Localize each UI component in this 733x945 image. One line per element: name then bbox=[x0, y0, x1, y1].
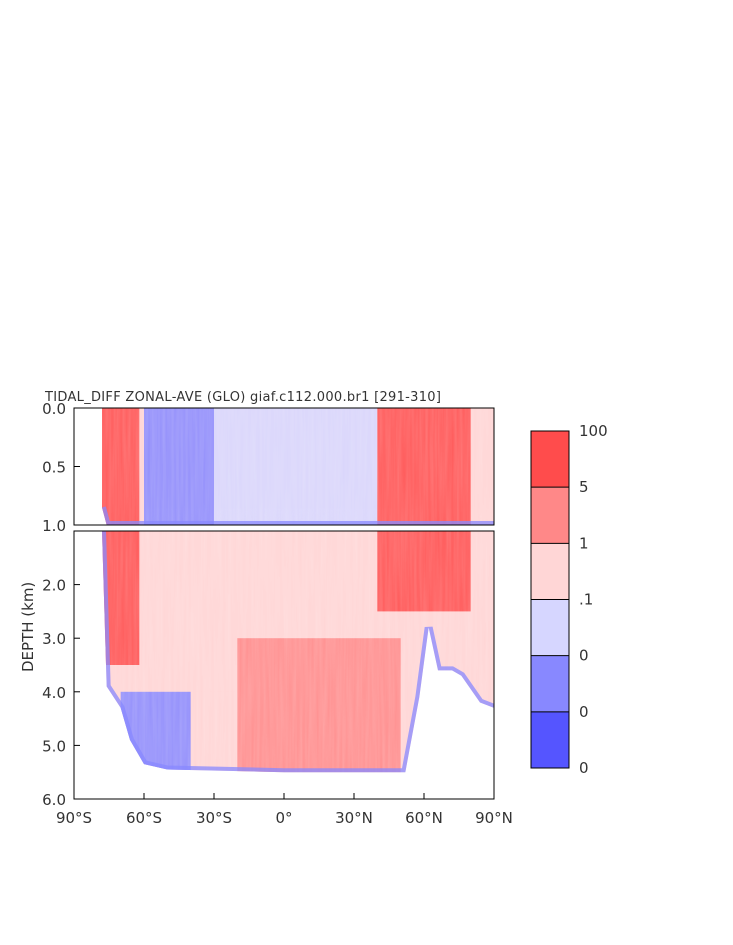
y-tick-label: 1.0 bbox=[42, 517, 66, 535]
colorbar-label: 0 bbox=[579, 647, 589, 665]
field-texture bbox=[102, 531, 494, 773]
colorbar-swatch bbox=[531, 431, 569, 488]
ocean-lower bbox=[102, 531, 494, 773]
x-tick-label: 60°N bbox=[405, 809, 443, 827]
x-tick-label: 90°S bbox=[56, 809, 92, 827]
colorbar-label: 0 bbox=[579, 703, 589, 721]
y-tick-label: 5.0 bbox=[42, 737, 66, 755]
y-axis-upper: 0.0 0.5 1.0 bbox=[42, 400, 80, 535]
colorbar-swatch bbox=[531, 487, 569, 544]
colorbar-label: 1 bbox=[579, 534, 589, 552]
x-tick-label: 0° bbox=[275, 809, 292, 827]
x-axis: 90°S 60°S 30°S 0° 30°N 60°N 90°N bbox=[56, 793, 513, 827]
colorbar-label: 0 bbox=[579, 759, 589, 777]
colorbar-swatch bbox=[531, 543, 569, 600]
y-tick-label: 4.0 bbox=[42, 684, 66, 702]
y-axis-lower: 2.0 3.0 4.0 5.0 6.0 bbox=[42, 577, 80, 809]
colorbar-swatch bbox=[531, 655, 569, 712]
colorbar-label: .1 bbox=[579, 591, 593, 609]
colorbar-swatch bbox=[531, 599, 569, 656]
y-tick-label: 0.5 bbox=[42, 459, 66, 477]
colorbar: 100 5 1 .1 0 0 0 bbox=[530, 422, 608, 777]
y-tick-label: 2.0 bbox=[42, 577, 66, 595]
x-tick-label: 60°S bbox=[126, 809, 162, 827]
y-tick-label: 3.0 bbox=[42, 630, 66, 648]
x-tick-label: 30°N bbox=[335, 809, 373, 827]
x-tick-label: 30°S bbox=[196, 809, 232, 827]
x-tick-label: 90°N bbox=[475, 809, 513, 827]
floor-fringe bbox=[102, 531, 494, 773]
colorbar-swatch bbox=[531, 711, 569, 768]
y-tick-label: 0.0 bbox=[42, 400, 66, 418]
field-texture bbox=[102, 408, 494, 525]
y-tick-label: 6.0 bbox=[42, 791, 66, 809]
lower-panel-field bbox=[102, 531, 494, 773]
upper-panel-field bbox=[102, 408, 494, 525]
ocean-upper bbox=[102, 408, 494, 525]
chart-title: TIDAL_DIFF ZONAL-AVE (GLO) giaf.c112.000… bbox=[44, 390, 441, 405]
colorbar-label: 100 bbox=[579, 422, 608, 440]
colorbar-label: 5 bbox=[579, 478, 589, 496]
y-axis-label: DEPTH (km) bbox=[19, 582, 37, 672]
